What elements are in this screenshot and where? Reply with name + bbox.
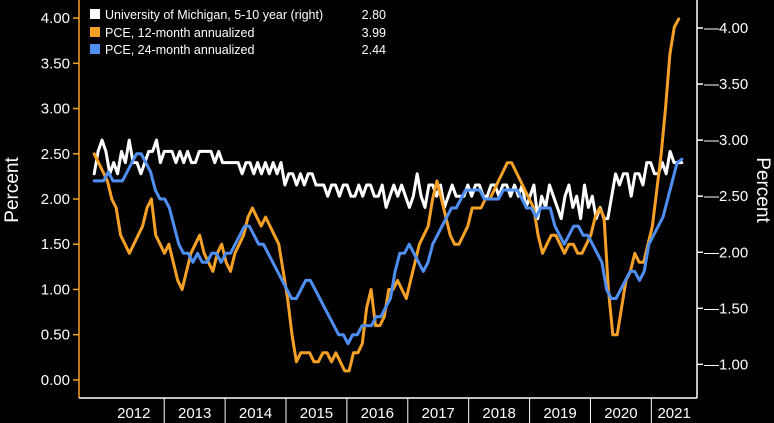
legend: University of Michigan, 5-10 year (right… (84, 4, 392, 60)
left-tick-label: 0.50 (41, 327, 70, 344)
right-tick-label: —2.00 (704, 244, 748, 261)
x-category-label: 2018 (482, 405, 515, 422)
x-category-label: 2021 (657, 405, 690, 422)
left-tick-label: 4.00 (41, 10, 70, 27)
x-category-label: 2017 (422, 405, 455, 422)
x-category-label: 2014 (239, 405, 272, 422)
right-axis-ticks: —1.00 —1.50 —2.00 —2.50 —3.00 —3.50 —4.00 (697, 20, 748, 373)
left-tick-label: 2.50 (41, 146, 70, 163)
x-category-label: 2013 (178, 405, 211, 422)
legend-swatch-pce24 (90, 44, 100, 54)
legend-swatch-pce12 (90, 27, 100, 37)
right-tick-label: —1.00 (704, 356, 748, 373)
x-category-label: 2019 (543, 405, 576, 422)
x-category-label: 2015 (300, 405, 333, 422)
right-tick-label: —3.00 (704, 132, 748, 149)
left-tick-label: 3.50 (41, 55, 70, 72)
x-category-label: 2016 (361, 405, 394, 422)
right-tick-label: —4.00 (704, 20, 748, 37)
series-line-2 (92, 152, 684, 346)
legend-label-pce24: PCE, 24-month annualized (105, 43, 254, 57)
legend-value-pce12: 3.99 (362, 26, 386, 40)
x-category-label: 2012 (117, 405, 150, 422)
series-line-0 (92, 138, 684, 221)
left-tick-label: 3.00 (41, 101, 70, 118)
legend-label-umich: University of Michigan, 5-10 year (right… (105, 8, 323, 22)
x-axis-categories: 2012 2013 2014 2015 2016 2017 2018 2019 2020 2021 (117, 398, 691, 423)
legend-swatch-umich (90, 9, 100, 19)
right-tick-label: —1.50 (704, 300, 748, 317)
legend-background (84, 4, 392, 60)
left-axis-ticks: 0.00 0.50 1.00 1.50 2.00 2.50 3.00 3.50 4.00 (41, 10, 79, 389)
right-tick-label: —2.50 (704, 188, 748, 205)
right-tick-label: —3.50 (704, 76, 748, 93)
left-tick-label: 0.00 (41, 372, 70, 389)
left-axis-title: Percent (2, 157, 23, 223)
left-tick-label: 1.50 (41, 236, 70, 253)
legend-value-umich: 2.80 (362, 8, 386, 22)
left-tick-label: 2.00 (41, 191, 70, 208)
legend-label-pce12: PCE, 12-month annualized (105, 26, 254, 40)
left-tick-label: 1.00 (41, 281, 70, 298)
right-axis-title: Percent (752, 157, 773, 223)
x-category-label: 2020 (604, 405, 637, 422)
series-layer (92, 17, 684, 373)
legend-value-pce24: 2.44 (362, 43, 386, 57)
